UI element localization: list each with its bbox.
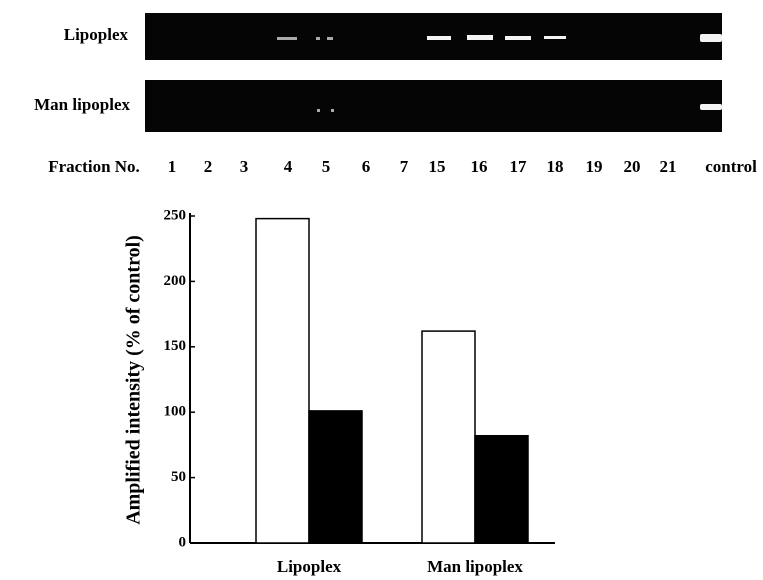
lane-label: 16 [471, 157, 488, 176]
y-tick-label: 150 [164, 338, 187, 354]
x-tick-label: Man lipoplex [427, 557, 523, 576]
y-tick-label: 250 [164, 207, 187, 223]
lane-label: 17 [510, 157, 528, 176]
bar [422, 331, 475, 543]
x-tick-label: Lipoplex [277, 557, 342, 576]
fraction-label: Fraction No. [48, 157, 140, 176]
lane-label: 4 [284, 157, 293, 176]
y-tick-label: 200 [164, 273, 187, 289]
y-tick-label: 0 [179, 534, 187, 550]
y-tick-label: 50 [171, 469, 186, 485]
y-axis-title: Amplified intensity (% of control) [123, 235, 145, 525]
lane-label: control [705, 157, 757, 176]
lane-label: 20 [624, 157, 641, 176]
bar [256, 219, 309, 543]
lane-label: 6 [362, 157, 371, 176]
y-tick-label: 100 [164, 404, 187, 420]
gel-lane-row [145, 80, 722, 132]
bar [475, 436, 528, 543]
lane-label: 21 [660, 157, 677, 176]
gel-row-label: Man lipoplex [34, 95, 130, 114]
lane-label: 19 [586, 157, 603, 176]
lane-label: 1 [168, 157, 177, 176]
lane-label: 3 [240, 157, 249, 176]
lane-label: 7 [400, 157, 409, 176]
gel-row-label: Lipoplex [64, 25, 129, 44]
lane-label: 5 [322, 157, 331, 176]
lane-label: 18 [547, 157, 564, 176]
lane-label: 15 [429, 157, 446, 176]
bar [309, 411, 362, 543]
lane-label: 2 [204, 157, 213, 176]
figure: Lipoplex Man lipoplex Fraction No. Ampli… [0, 0, 763, 580]
